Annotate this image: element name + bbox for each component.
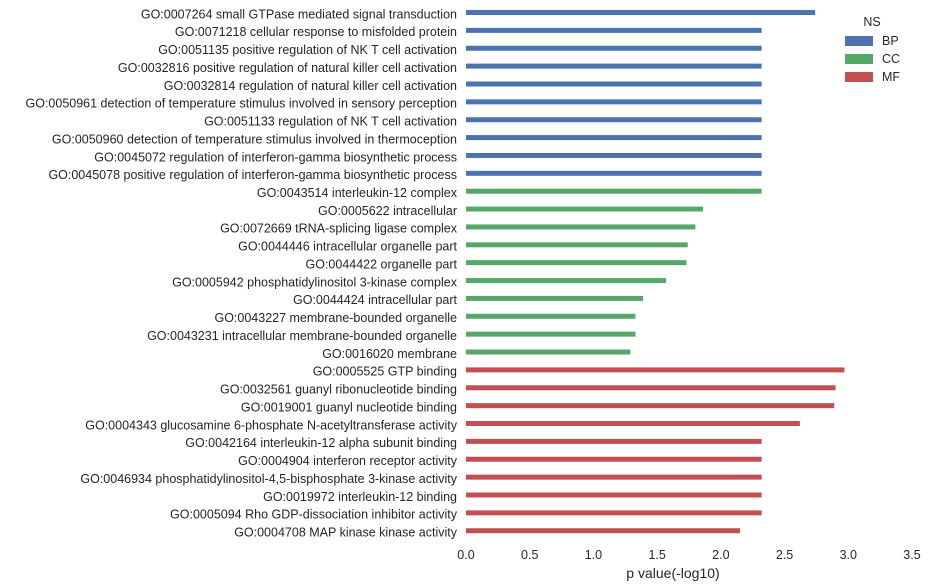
- bar: [466, 385, 836, 391]
- bars-layer: [466, 10, 845, 534]
- bar: [466, 260, 687, 266]
- category-label: GO:0005094 Rho GDP-dissociation inhibito…: [170, 508, 458, 522]
- category-label: GO:0032814 regulation of natural killer …: [164, 79, 457, 93]
- category-label: GO:0044422 organelle part: [306, 257, 458, 271]
- category-label: GO:0044446 intracellular organelle part: [238, 240, 457, 254]
- category-label: GO:0019972 interleukin-12 binding: [263, 490, 457, 504]
- bar: [466, 528, 740, 534]
- category-label: GO:0007264 small GTPase mediated signal …: [141, 7, 457, 21]
- x-tick-label: 1.5: [648, 548, 665, 562]
- bar: [466, 403, 835, 409]
- bar: [466, 242, 688, 248]
- bar: [466, 474, 762, 480]
- bar: [466, 492, 762, 498]
- category-label: GO:0043514 interleukin-12 complex: [257, 186, 458, 200]
- category-label: GO:0051133 regulation of NK T cell activ…: [204, 115, 457, 129]
- category-label: GO:0004708 MAP kinase kinase activity: [234, 526, 458, 540]
- bar: [466, 170, 762, 176]
- bar: [466, 421, 800, 427]
- bar: [466, 63, 762, 69]
- category-label: GO:0050961 detection of temperature stim…: [26, 97, 458, 111]
- x-tick-label: 0.0: [457, 548, 474, 562]
- category-label: GO:0043231 intracellular membrane-bounde…: [147, 329, 457, 343]
- bar: [466, 81, 762, 87]
- category-label: GO:0050960 detection of temperature stim…: [52, 132, 457, 146]
- bar: [466, 45, 762, 51]
- category-label: GO:0032561 guanyl ribonucleotide binding: [220, 383, 457, 397]
- category-label: GO:0045078 positive regulation of interf…: [48, 168, 457, 182]
- category-label: GO:0019001 guanyl nucleotide binding: [241, 400, 457, 414]
- legend-label-mf: MF: [882, 70, 900, 84]
- category-label: GO:0004904 interferon receptor activity: [238, 454, 458, 468]
- category-label: GO:0032816 positive regulation of natura…: [118, 61, 457, 75]
- x-tick-label: 0.5: [521, 548, 538, 562]
- bar: [466, 206, 704, 212]
- category-label: GO:0044424 intracellular part: [293, 293, 458, 307]
- category-label: GO:0072669 tRNA-splicing ligase complex: [220, 222, 458, 236]
- x-tick-label: 3.0: [840, 548, 857, 562]
- bar: [466, 367, 845, 373]
- category-label: GO:0042164 interleukin-12 alpha subunit …: [185, 436, 457, 450]
- bar: [466, 456, 762, 462]
- bar: [466, 278, 667, 284]
- category-label: GO:0005942 phosphatidylinositol 3-kinase…: [172, 275, 458, 289]
- bar: [466, 313, 636, 319]
- bar: [466, 27, 762, 33]
- legend-title: NS: [863, 15, 880, 29]
- bar: [466, 295, 644, 301]
- bar: [466, 10, 816, 15]
- x-tick-label: 2.5: [776, 548, 793, 562]
- category-label: GO:0016020 membrane: [322, 347, 457, 361]
- category-label: GO:0004343 glucosamine 6-phosphate N-ace…: [85, 418, 457, 432]
- bar: [466, 224, 696, 230]
- category-label: GO:0045072 regulation of interferon-gamm…: [94, 150, 457, 164]
- category-label: GO:0043227 membrane-bounded organelle: [214, 311, 457, 325]
- legend-label-cc: CC: [882, 52, 900, 66]
- x-tick-label: 1.0: [585, 548, 602, 562]
- x-tick-label: 3.5: [903, 548, 920, 562]
- legend-swatch-bp: [845, 36, 873, 46]
- bar: [466, 349, 631, 355]
- bar: [466, 99, 762, 105]
- category-label: GO:0051135 positive regulation of NK T c…: [158, 43, 457, 57]
- legend-swatch-cc: [845, 54, 873, 64]
- category-label: GO:0071218 cellular response to misfolde…: [175, 25, 457, 39]
- legend-label-bp: BP: [882, 34, 899, 48]
- bar: [466, 135, 762, 141]
- x-axis-title: p value(-log10): [626, 565, 719, 581]
- category-labels: GO:0007264 small GTPase mediated signal …: [26, 7, 458, 539]
- legend-swatch-mf: [845, 72, 873, 82]
- bar: [466, 438, 762, 444]
- category-label: GO:0005525 GTP binding: [313, 365, 457, 379]
- bar: [466, 152, 762, 158]
- bar: [466, 188, 762, 194]
- bar: [466, 117, 762, 123]
- bar: [466, 510, 762, 516]
- bar: [466, 331, 636, 337]
- category-label: GO:0005622 intracellular: [318, 204, 457, 218]
- category-label: GO:0046934 phosphatidylinositol-4,5-bisp…: [80, 472, 457, 486]
- legend: NS BP CC MF: [845, 15, 900, 84]
- x-axis: 0.0 0.5 1.0 1.5 2.0 2.5 3.0 3.5: [457, 548, 920, 562]
- x-tick-label: 2.0: [712, 548, 729, 562]
